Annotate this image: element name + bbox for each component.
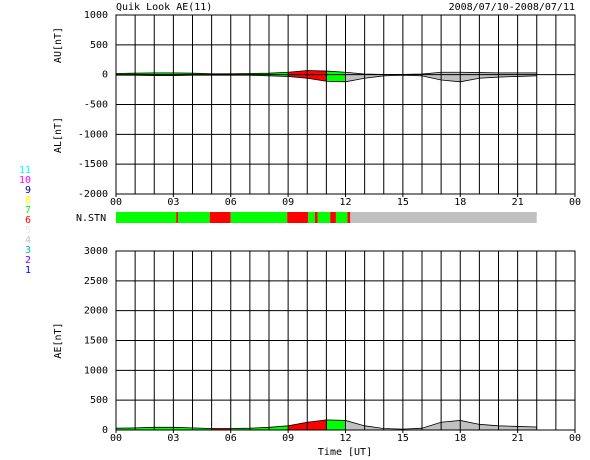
y-tick-label: 0 — [102, 70, 108, 81]
station-segment — [308, 212, 315, 223]
x-tick-label: 18 — [454, 197, 466, 208]
x-axis-label: Time [UT] — [318, 447, 372, 458]
station-segment — [347, 212, 351, 223]
y-tick-label: 1500 — [84, 336, 108, 347]
y-tick-label: 3000 — [84, 246, 108, 257]
legend-entry: 3 — [25, 245, 31, 256]
legend-entry: 6 — [25, 215, 31, 226]
station-segment — [176, 212, 179, 223]
area-fill — [288, 74, 308, 79]
area-fill — [422, 422, 442, 430]
x-tick-label: 12 — [339, 197, 351, 208]
area-fill — [269, 425, 289, 430]
plot-frame — [115, 14, 576, 195]
x-tick-label: 03 — [167, 433, 179, 444]
x-tick-label: 18 — [454, 433, 466, 444]
area-fill — [307, 70, 327, 75]
station-segment — [287, 212, 309, 223]
area-fill — [326, 74, 346, 82]
area-fill — [154, 427, 174, 430]
y-tick-label: 500 — [90, 395, 108, 406]
y-tick-label: 500 — [90, 40, 108, 51]
area-fill — [288, 422, 308, 430]
x-tick-label: 21 — [512, 433, 524, 444]
x-tick-label: 09 — [282, 197, 294, 208]
x-tick-label: 00 — [110, 197, 122, 208]
x-tick-label: 00 — [110, 433, 122, 444]
legend-entry: 9 — [25, 185, 31, 196]
y-tick-label: -1500 — [78, 159, 108, 170]
x-tick-label: 06 — [225, 197, 237, 208]
chart-title: Quik Look AE(11) — [116, 2, 212, 13]
legend-entry: 11 — [19, 165, 31, 176]
series-line — [116, 74, 537, 83]
legend-entry: 4 — [25, 235, 31, 246]
legend-entry: 1 — [25, 265, 31, 276]
station-segment — [335, 212, 348, 223]
series-line — [115, 419, 537, 430]
y-tick-label: 1000 — [84, 365, 108, 376]
area-fill — [288, 70, 308, 75]
legend-entry: 2 — [25, 255, 31, 266]
station-segment — [317, 212, 331, 223]
area-fill — [460, 74, 480, 82]
area-fill — [441, 72, 461, 75]
y-axis-label: AE[nT] — [53, 322, 64, 358]
station-segment — [116, 212, 177, 223]
area-fill — [441, 420, 461, 430]
y-axis-label: AU[nT] — [53, 27, 64, 63]
x-tick-label: 00 — [569, 433, 581, 444]
y-tick-label: 1000 — [84, 10, 108, 21]
area-fill — [307, 419, 327, 430]
legend-entry: 10 — [19, 175, 31, 186]
x-tick-label: 06 — [225, 433, 237, 444]
legend-entry: 5 — [25, 225, 31, 236]
area-fill — [345, 74, 365, 82]
x-tick-label: 15 — [397, 197, 409, 208]
x-tick-label: 09 — [282, 433, 294, 444]
x-tick-label: 12 — [339, 433, 351, 444]
plot-frame — [115, 250, 576, 431]
area-fill — [345, 420, 365, 430]
area-fill — [441, 74, 461, 82]
y-tick-label: 2000 — [84, 306, 108, 317]
y-tick-label: 2500 — [84, 276, 108, 287]
area-fill — [498, 425, 518, 430]
legend-entry: 8 — [25, 195, 31, 206]
station-segment — [230, 212, 288, 223]
y-tick-label: -500 — [84, 100, 108, 111]
chart-subtitle: 2008/07/10-2008/07/11 — [449, 2, 575, 13]
area-fill — [326, 419, 346, 430]
station-segment — [350, 212, 537, 223]
y-tick-label: -2000 — [78, 189, 108, 200]
y-tick-label: 0 — [102, 425, 108, 436]
x-tick-label: 15 — [397, 433, 409, 444]
area-fill — [460, 420, 480, 430]
series-line — [115, 70, 537, 75]
area-fill — [517, 426, 537, 430]
station-segment — [314, 212, 318, 223]
x-tick-label: 00 — [569, 197, 581, 208]
y-axis-label: AL[nT] — [53, 117, 64, 153]
nstn-label: N.STN — [76, 213, 106, 224]
legend-entry: 7 — [25, 205, 31, 216]
station-segment — [330, 212, 336, 223]
station-segment — [178, 212, 210, 223]
x-tick-label: 21 — [512, 197, 524, 208]
y-tick-label: -1000 — [78, 129, 108, 140]
x-tick-label: 03 — [167, 197, 179, 208]
area-fill — [307, 74, 327, 82]
station-segment — [209, 212, 231, 223]
